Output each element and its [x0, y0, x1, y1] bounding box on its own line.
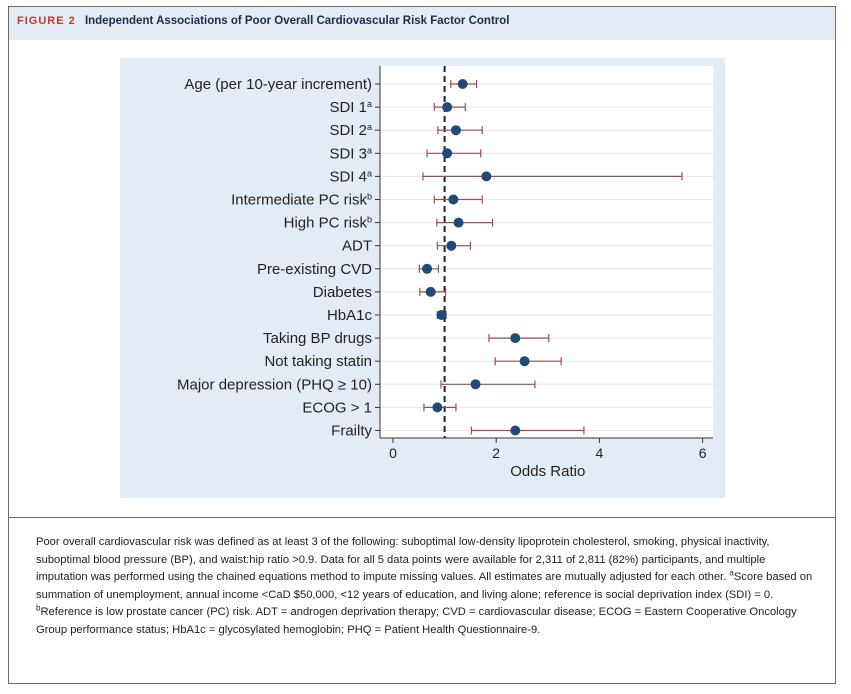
- odds-ratio-point: [432, 402, 443, 413]
- odds-ratio-point: [442, 102, 453, 113]
- odds-ratio-point: [519, 356, 530, 367]
- figure-label: FIGURE 2: [17, 15, 76, 27]
- row-label: Major depression (PHQ ≥ 10): [177, 376, 372, 393]
- odds-ratio-point: [470, 379, 481, 390]
- caption-text-2: Score based on summation of unemployment…: [36, 571, 813, 601]
- odds-ratio-point: [425, 286, 436, 297]
- row-label: Diabetes: [313, 284, 372, 301]
- figure-header: [9, 7, 835, 40]
- row-label: Not taking statin: [264, 353, 372, 370]
- row-label: SDI 2a: [329, 122, 372, 139]
- x-tick-label: 4: [596, 445, 604, 461]
- row-label: HbA1c: [327, 307, 373, 324]
- caption-text-1: Poor overall cardiovascular risk was def…: [36, 536, 770, 583]
- row-label: Frailty: [331, 423, 372, 440]
- row-label: SDI 4a: [329, 168, 372, 185]
- caption-text-3: Reference is low prostate cancer (PC) ri…: [36, 606, 797, 636]
- x-tick-label: 6: [699, 445, 707, 461]
- x-tick-label: 2: [492, 445, 500, 461]
- caption-sup-b: b: [36, 603, 41, 613]
- plot-area: [380, 66, 713, 438]
- row-label: Taking BP drugs: [263, 330, 372, 347]
- odds-ratio-point: [457, 79, 468, 89]
- odds-ratio-point: [446, 240, 457, 251]
- odds-ratio-point: [448, 194, 459, 205]
- row-label: Intermediate PC riskb: [231, 192, 372, 209]
- row-label: SDI 1a: [329, 99, 372, 116]
- odds-ratio-point: [442, 148, 453, 159]
- row-label: Age (per 10-year increment): [184, 76, 372, 93]
- odds-ratio-point: [510, 425, 521, 436]
- row-label: Pre-existing CVD: [257, 261, 372, 278]
- caption-divider: [9, 517, 835, 518]
- row-label: ADT: [342, 238, 372, 255]
- row-label: SDI 3a: [329, 145, 372, 162]
- row-label: ECOG > 1: [302, 399, 372, 416]
- caption-sup-a: a: [729, 568, 734, 578]
- odds-ratio-point: [450, 125, 461, 136]
- x-axis-title: Odds Ratio: [510, 463, 585, 480]
- odds-ratio-point: [510, 333, 521, 344]
- x-tick-label: 0: [389, 445, 397, 461]
- figure-title: FIGURE 2 Independent Associations of Poo…: [17, 15, 509, 27]
- odds-ratio-point: [481, 171, 492, 182]
- odds-ratio-point: [453, 217, 464, 228]
- figure-title-text: Independent Associations of Poor Overall…: [84, 15, 510, 27]
- figure-caption: Poor overall cardiovascular risk was def…: [36, 534, 816, 639]
- forest-plot: 0 2 4 6 Odds Ratio Age (per 10-year incremen…: [177, 66, 713, 480]
- odds-ratio-point: [436, 310, 447, 320]
- odds-ratio-point: [422, 263, 433, 274]
- row-label: High PC riskb: [284, 215, 372, 232]
